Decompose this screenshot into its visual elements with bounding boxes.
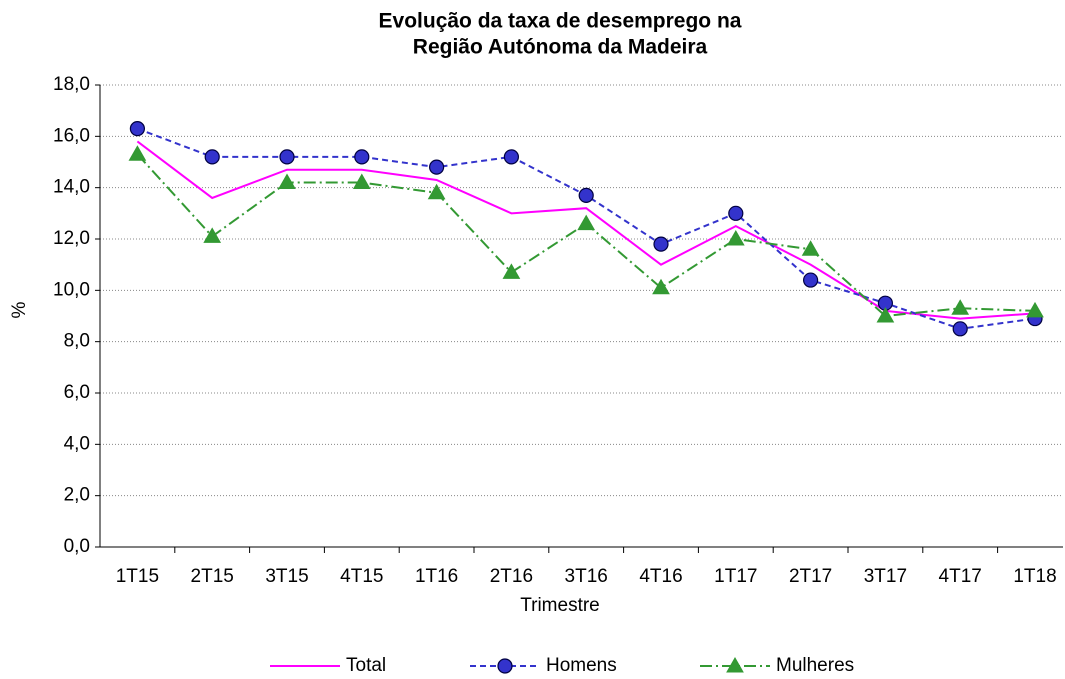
x-tick-label: 3T15 (265, 566, 308, 587)
point (129, 121, 145, 137)
x-tick-label: 4T15 (340, 566, 383, 587)
point (429, 159, 445, 175)
point (876, 306, 895, 323)
point (801, 240, 820, 256)
y-tick-label: 8,0 (64, 331, 90, 352)
chart-title: Evolução da taxa de desemprego na (379, 10, 742, 33)
y-tick-label: 16,0 (53, 125, 90, 146)
point (726, 656, 744, 673)
point (503, 149, 519, 165)
x-tick-label: 2T16 (490, 566, 533, 587)
y-axis-label: % (9, 301, 30, 318)
point (502, 263, 521, 279)
point (279, 149, 295, 165)
x-tick-label: 1T15 (116, 566, 159, 587)
x-tick-label: 4T16 (639, 566, 682, 587)
point (952, 321, 968, 337)
x-tick-label: 2T15 (191, 566, 234, 587)
x-axis-label: Trimestre (520, 595, 600, 616)
chart-title: Região Autónoma da Madeira (413, 36, 708, 59)
y-tick-label: 14,0 (53, 177, 90, 198)
y-tick-label: 4,0 (64, 433, 90, 454)
series-line (136, 153, 1036, 318)
point (577, 214, 596, 231)
point (278, 173, 296, 190)
y-tick-label: 2,0 (64, 485, 90, 506)
point (204, 149, 220, 165)
x-tick-label: 1T16 (415, 566, 458, 587)
point (354, 149, 370, 165)
x-tick-label: 3T16 (565, 566, 608, 587)
point (728, 205, 744, 221)
point (427, 183, 446, 200)
legend-label: Homens (546, 655, 617, 676)
x-tick-label: 1T17 (714, 566, 757, 587)
y-tick-label: 6,0 (64, 382, 90, 403)
point (128, 145, 147, 161)
point (726, 229, 745, 246)
point (497, 658, 513, 674)
point (203, 227, 222, 243)
x-tick-label: 2T17 (789, 566, 832, 587)
point (352, 173, 371, 190)
point (578, 187, 594, 203)
y-tick-label: 10,0 (53, 279, 90, 300)
point (951, 299, 970, 315)
legend-label: Total (346, 655, 386, 676)
x-tick-label: 3T17 (864, 566, 907, 587)
y-tick-label: 12,0 (53, 228, 90, 249)
point (653, 236, 669, 252)
y-tick-label: 18,0 (53, 74, 90, 95)
point (802, 272, 819, 288)
y-tick-label: 0,0 (64, 536, 90, 557)
x-tick-label: 4T17 (939, 566, 982, 587)
point (1026, 301, 1044, 318)
point (652, 278, 670, 295)
legend-label: Mulheres (776, 655, 854, 676)
x-tick-label: 1T18 (1013, 566, 1056, 587)
